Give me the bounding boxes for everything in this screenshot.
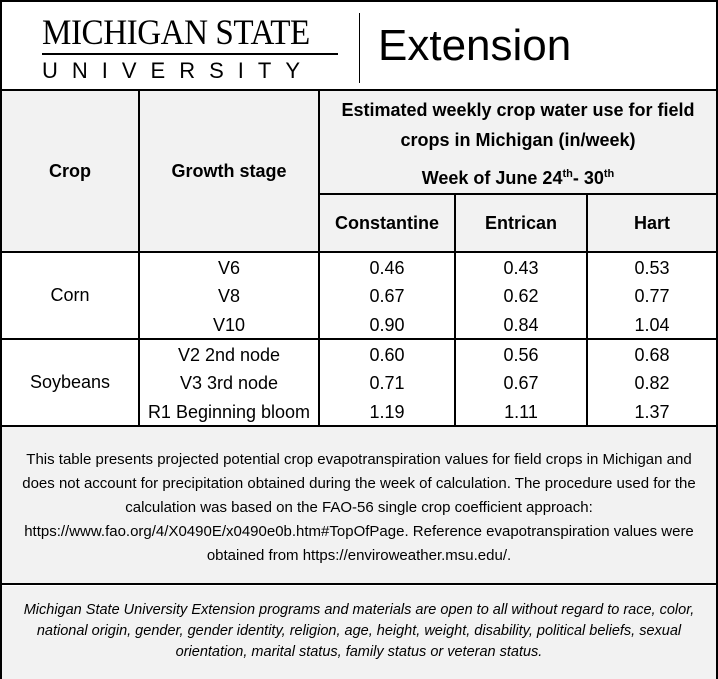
growth-stage-cell: V10: [138, 310, 320, 340]
logo-divider: [359, 13, 360, 83]
growth-stage-cell: V3 3rd node: [138, 368, 320, 397]
value-cell: 0.56: [454, 339, 588, 368]
value-cell: 0.82: [585, 368, 717, 397]
value-cell: 0.90: [318, 310, 456, 340]
value-cell: 0.84: [454, 310, 588, 340]
msu-logo: MICHIGAN STATE UNIVERSITY: [42, 14, 342, 85]
value-cell: 0.46: [318, 252, 456, 281]
table-row: R1 Beginning bloom 1.19 1.11 1.37: [2, 397, 717, 427]
value-cell: 0.62: [454, 281, 588, 310]
table-row: V3 3rd node 0.71 0.67 0.82: [2, 368, 717, 397]
value-cell: 0.77: [585, 281, 717, 310]
header-crop: Crop: [2, 91, 140, 253]
methodology-note: This table presents projected potential …: [2, 427, 716, 585]
extension-label: Extension: [378, 21, 572, 70]
table-row: Corn V6 0.46 0.43 0.53: [2, 251, 717, 340]
value-cell: 0.43: [454, 252, 588, 281]
table-title: Estimated weekly crop water use for fiel…: [341, 100, 695, 150]
header-constantine: Constantine: [318, 193, 456, 253]
value-cell: 0.68: [585, 339, 717, 368]
header-hart: Hart: [585, 193, 717, 253]
header: MICHIGAN STATE UNIVERSITY Extension: [2, 2, 716, 91]
water-use-table: Crop Growth stage Estimated weekly crop …: [2, 91, 717, 427]
value-cell: 0.53: [585, 252, 717, 281]
value-cell: 0.67: [318, 281, 456, 310]
table-row: V10 0.90 0.84 1.04: [2, 310, 717, 340]
header-growth-stage: Growth stage: [138, 91, 320, 253]
value-cell: 1.37: [585, 397, 717, 427]
value-cell: 1.04: [585, 310, 717, 340]
value-cell: 1.19: [318, 397, 456, 427]
growth-stage-cell: V6: [138, 252, 320, 281]
logo-line-2: UNIVERSITY: [42, 58, 315, 83]
value-cell: 0.71: [318, 368, 456, 397]
header-entrican: Entrican: [454, 193, 588, 253]
nondiscrimination-disclaimer: Michigan State University Extension prog…: [2, 586, 716, 679]
logo-line-1: MICHIGAN STATE: [42, 12, 310, 52]
growth-stage-cell: V8: [138, 281, 320, 310]
header-title: Estimated weekly crop water use for fiel…: [317, 91, 717, 195]
value-cell: 0.67: [454, 368, 588, 397]
table-row: V8 0.67 0.62 0.77: [2, 281, 717, 310]
logo-rule: [42, 53, 338, 55]
week-label: Week of June 24th- 30th: [421, 168, 615, 188]
table-row: Soybeans V2 2nd node 0.60 0.56 0.68: [2, 338, 717, 427]
value-cell: 0.60: [318, 339, 456, 368]
growth-stage-cell: R1 Beginning bloom: [138, 397, 320, 427]
value-cell: 1.11: [454, 397, 588, 427]
crop-cell: Corn: [2, 251, 140, 340]
crop-cell: Soybeans: [2, 338, 140, 427]
growth-stage-cell: V2 2nd node: [138, 339, 320, 368]
